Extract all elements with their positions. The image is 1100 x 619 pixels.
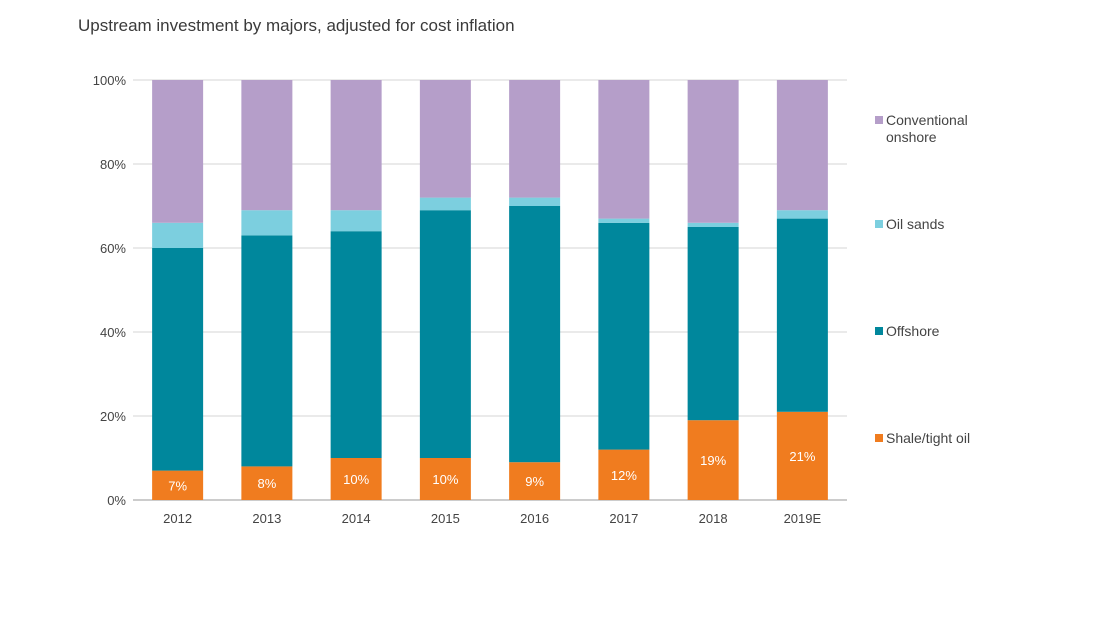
bar-segment-shale-tight-oil bbox=[509, 462, 561, 500]
bar-data-label: 10% bbox=[343, 472, 369, 487]
bar-data-label: 9% bbox=[525, 474, 544, 489]
bar-segment-oil-sands bbox=[776, 210, 828, 219]
y-tick-label: 20% bbox=[100, 409, 126, 424]
x-tick-label: 2019E bbox=[784, 511, 822, 526]
bar-segment-offshore bbox=[598, 222, 650, 450]
y-tick-label: 40% bbox=[100, 325, 126, 340]
bar-segment-oil-sands bbox=[598, 218, 650, 223]
bar-segment-shale-tight-oil bbox=[776, 411, 828, 500]
bar-segment-conventional-onshore bbox=[776, 80, 828, 211]
x-tick-label: 2012 bbox=[163, 511, 192, 526]
bar-segment-oil-sands bbox=[241, 210, 293, 236]
bar-segment-oil-sands bbox=[687, 222, 739, 227]
bar-segment-offshore bbox=[776, 218, 828, 412]
legend-label: onshore bbox=[886, 129, 937, 145]
bar-segment-shale-tight-oil bbox=[598, 449, 650, 500]
legend-swatch bbox=[875, 116, 883, 124]
bar-segment-conventional-onshore bbox=[152, 80, 204, 223]
legend-swatch bbox=[875, 220, 883, 228]
bar-data-label: 7% bbox=[168, 478, 187, 493]
bar-segment-shale-tight-oil bbox=[687, 420, 739, 500]
x-tick-label: 2016 bbox=[520, 511, 549, 526]
x-tick-label: 2018 bbox=[699, 511, 728, 526]
bar-segment-offshore bbox=[330, 231, 382, 458]
bar-segment-offshore bbox=[152, 248, 204, 471]
legend-swatch bbox=[875, 327, 883, 335]
x-tick-label: 2014 bbox=[342, 511, 371, 526]
y-tick-label: 60% bbox=[100, 241, 126, 256]
bar-segment-conventional-onshore bbox=[509, 80, 561, 198]
bar-data-label: 12% bbox=[611, 468, 637, 483]
bar-data-label: 19% bbox=[700, 453, 726, 468]
bar-segment-shale-tight-oil bbox=[330, 458, 382, 500]
bar-segment-conventional-onshore bbox=[419, 80, 471, 198]
x-tick-label: 2017 bbox=[609, 511, 638, 526]
bar-segment-shale-tight-oil bbox=[241, 466, 293, 500]
bar-segment-oil-sands bbox=[419, 197, 471, 211]
bar-segment-offshore bbox=[419, 210, 471, 458]
bar-segment-shale-tight-oil bbox=[152, 470, 204, 500]
bar-data-label: 21% bbox=[789, 449, 815, 464]
bar-segment-conventional-onshore bbox=[241, 80, 293, 211]
bar-segment-offshore bbox=[509, 206, 561, 463]
bar-segment-shale-tight-oil bbox=[419, 458, 471, 500]
y-tick-label: 0% bbox=[107, 493, 126, 508]
bar-segment-conventional-onshore bbox=[687, 80, 739, 223]
legend-label: Shale/tight oil bbox=[886, 430, 970, 446]
bar-segment-conventional-onshore bbox=[598, 80, 650, 219]
bar-data-label: 8% bbox=[257, 476, 276, 491]
legend-label: Oil sands bbox=[886, 216, 944, 232]
bar-segment-offshore bbox=[687, 227, 739, 421]
legend-label: Conventional bbox=[886, 112, 968, 128]
bar-segment-conventional-onshore bbox=[330, 80, 382, 211]
bar-segment-oil-sands bbox=[152, 222, 204, 248]
bar-segment-offshore bbox=[241, 235, 293, 467]
x-tick-label: 2013 bbox=[252, 511, 281, 526]
legend-swatch bbox=[875, 434, 883, 442]
y-tick-label: 80% bbox=[100, 157, 126, 172]
legend-label: Offshore bbox=[886, 323, 940, 339]
chart-title: Upstream investment by majors, adjusted … bbox=[78, 16, 515, 35]
bar-data-label: 10% bbox=[432, 472, 458, 487]
x-tick-label: 2015 bbox=[431, 511, 460, 526]
bar-segment-oil-sands bbox=[509, 197, 561, 206]
bar-segment-oil-sands bbox=[330, 210, 382, 232]
y-tick-label: 100% bbox=[93, 73, 127, 88]
